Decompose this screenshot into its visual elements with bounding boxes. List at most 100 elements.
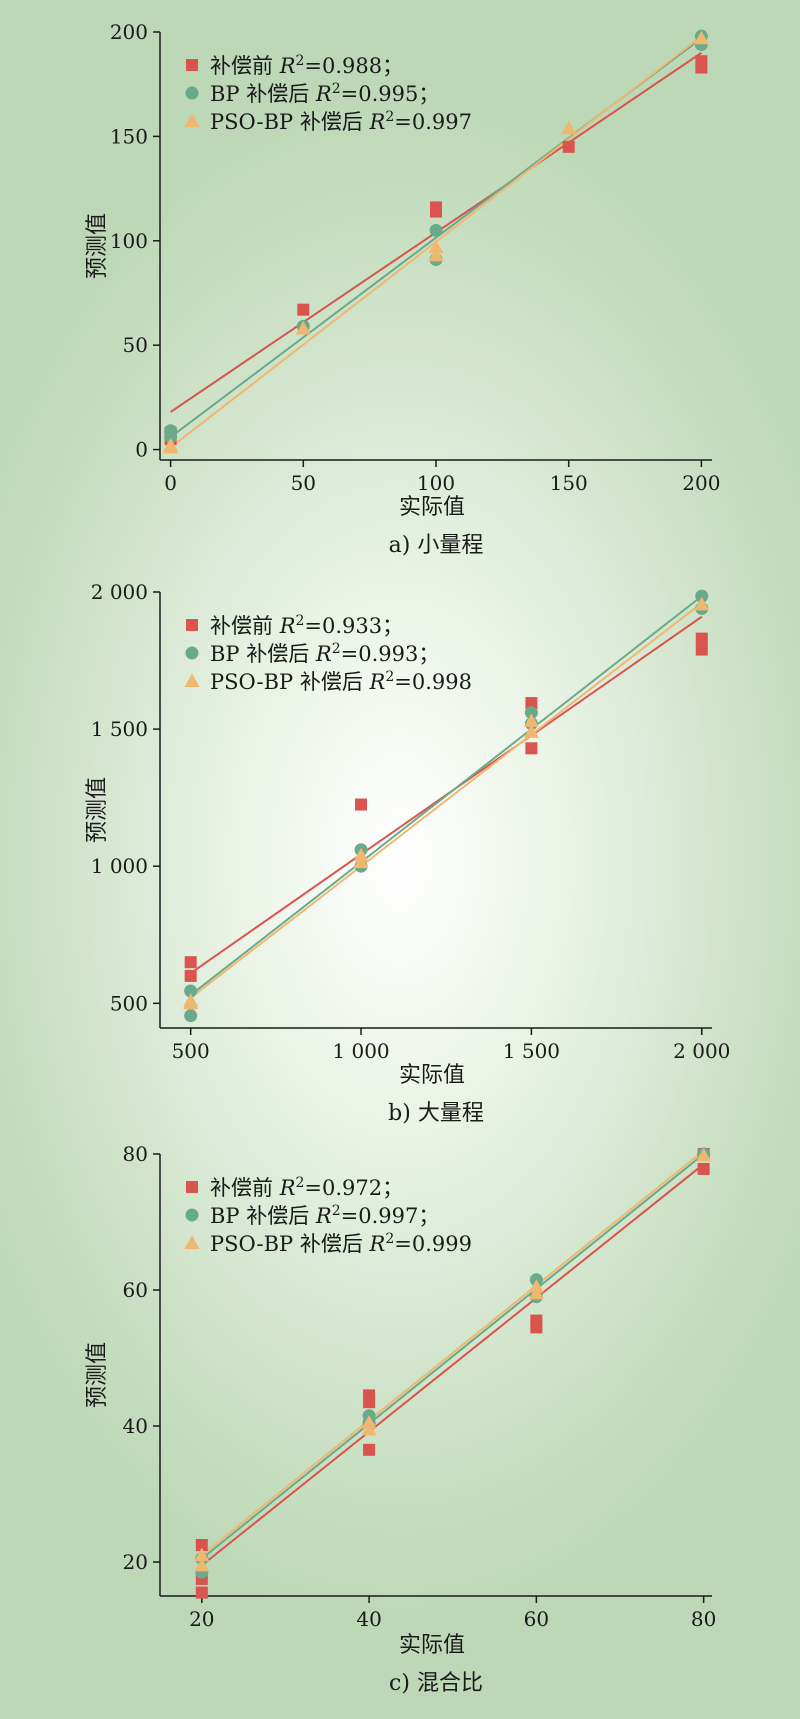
- data-point-pso: [694, 596, 710, 611]
- y-tick-label: 2 000: [91, 580, 148, 604]
- legend-marker-before: [186, 619, 198, 631]
- y-axis-label: 预测值: [85, 1342, 110, 1408]
- y-tick-label: 150: [110, 124, 148, 148]
- chart-panel-3: 20 40 60 80 20 40 60 80 实际值 预测值 c) 混合比 补偿前 R2=0.972…: [85, 1142, 716, 1696]
- y-tick-label: 1 000: [91, 854, 148, 878]
- data-point-before: [363, 1396, 376, 1409]
- x-tick-label: 500: [172, 1039, 210, 1063]
- y-tick-label: 60: [123, 1278, 148, 1302]
- fit-line-before: [201, 1163, 705, 1567]
- x-tick-label: 80: [691, 1607, 716, 1631]
- x-tick-label: 2 000: [673, 1039, 730, 1063]
- data-point-bp: [429, 223, 443, 237]
- y-tick-label: 1 500: [91, 717, 148, 741]
- data-point-pso: [353, 847, 369, 862]
- data-point-pso: [194, 1557, 210, 1572]
- legend-label-pso: PSO-BP 补偿后 R2=0.998: [210, 669, 472, 694]
- fit-line-bp: [201, 1153, 705, 1560]
- data-point-bp: [524, 706, 538, 720]
- data-point-pso: [428, 247, 444, 262]
- data-point-before: [525, 742, 538, 755]
- legend-label-bp: BP 补偿后 R2=0.995；: [210, 81, 439, 106]
- y-tick-label: 20: [123, 1550, 148, 1574]
- fit-line-bp: [190, 595, 703, 996]
- legend-label-bp: BP 补偿后 R2=0.993；: [210, 641, 439, 666]
- legend-marker-before: [186, 1181, 198, 1193]
- y-tick-label: 200: [110, 20, 148, 44]
- data-point-pso: [523, 713, 539, 727]
- data-point-pso: [428, 239, 444, 254]
- y-tick-label: 100: [110, 229, 148, 253]
- data-point-before: [184, 969, 197, 982]
- data-point-before: [697, 1162, 710, 1175]
- chart-caption: c) 混合比: [389, 1671, 483, 1696]
- x-tick-label: 150: [550, 471, 588, 495]
- legend-marker-bp: [185, 646, 199, 660]
- data-point-pso: [528, 1285, 544, 1300]
- legend-label-bp: BP 补偿后 R2=0.997；: [210, 1203, 439, 1228]
- x-tick-label: 60: [524, 1607, 549, 1631]
- x-axis-label: 实际值: [399, 1063, 465, 1088]
- chart-caption: b) 大量程: [388, 1101, 484, 1126]
- data-point-before: [355, 798, 368, 811]
- legend-marker-bp: [185, 1208, 199, 1222]
- data-point-before: [562, 140, 575, 153]
- legend-label-pso: PSO-BP 补偿后 R2=0.997: [210, 109, 472, 134]
- legend: 补偿前 R2=0.933； BP 补偿后 R2=0.993； PSO-BP 补偿后 …: [184, 613, 472, 694]
- x-axis-label: 实际值: [399, 495, 465, 520]
- data-point-pso: [194, 1547, 210, 1562]
- data-point-pso: [693, 30, 709, 45]
- data-point-pso: [163, 439, 179, 454]
- y-tick-label: 40: [123, 1414, 148, 1438]
- legend-marker-pso: [184, 113, 200, 127]
- x-tick-label: 20: [189, 1607, 214, 1631]
- data-point-before: [695, 632, 708, 645]
- legend-marker-pso: [184, 1235, 200, 1249]
- data-point-pso: [696, 1147, 712, 1162]
- data-point-before: [195, 1539, 208, 1551]
- data-point-pso: [183, 995, 199, 1010]
- data-point-bp: [695, 589, 709, 603]
- x-tick-label: 100: [417, 471, 455, 495]
- chart-panel-1: 0 50 100 150 200 0 50 100 150 200 实际值 预测值 a) 小量程 补偿前 …: [85, 20, 720, 558]
- legend: 补偿前 R2=0.972； BP 补偿后 R2=0.997； PSO-BP 补偿后 …: [184, 1175, 472, 1256]
- data-point-pso: [523, 724, 539, 738]
- data-point-pso: [295, 320, 311, 335]
- legend-label-pso: PSO-BP 补偿后 R2=0.999: [210, 1231, 472, 1256]
- data-point-pso: [561, 120, 577, 135]
- fit-line-pso: [190, 602, 703, 999]
- data-point-before: [695, 55, 708, 68]
- data-point-before: [525, 697, 538, 710]
- x-tick-label: 0: [164, 471, 177, 495]
- x-tick-label: 40: [356, 1607, 381, 1631]
- x-tick-label: 1 500: [503, 1039, 560, 1063]
- data-point-before: [695, 643, 708, 656]
- data-point-pso: [361, 1421, 377, 1436]
- y-axis-label: 预测值: [85, 777, 110, 843]
- x-tick-label: 200: [682, 471, 720, 495]
- fit-line-pso: [201, 1149, 705, 1556]
- legend-marker-before: [186, 59, 198, 71]
- y-axis-label: 预测值: [85, 213, 110, 279]
- y-tick-label: 80: [123, 1142, 148, 1166]
- data-point-pso: [353, 854, 369, 869]
- x-axis-label: 实际值: [399, 1633, 465, 1658]
- legend-marker-pso: [184, 673, 200, 687]
- data-point-bp: [164, 430, 178, 444]
- data-point-before: [530, 1321, 543, 1334]
- chart-panel-2: 500 1 000 1 500 2 000 500 1 000 1 500 2 000 实际值 预…: [85, 580, 730, 1126]
- data-point-before: [695, 61, 708, 74]
- legend: 补偿前 R2=0.988； BP 补偿后 R2=0.995； PSO-BP 补偿后 …: [184, 53, 472, 134]
- y-tick-label: 0: [135, 438, 148, 462]
- data-point-bp: [184, 1009, 198, 1023]
- x-tick-label: 50: [291, 471, 316, 495]
- data-point-before: [430, 205, 442, 218]
- data-point-before: [195, 1586, 208, 1599]
- legend-label-before: 补偿前 R2=0.988；: [210, 53, 403, 78]
- legend-marker-bp: [185, 86, 199, 100]
- chart-caption: a) 小量程: [389, 533, 484, 558]
- legend-label-before: 补偿前 R2=0.933；: [210, 613, 403, 638]
- x-tick-label: 1 000: [332, 1039, 389, 1063]
- data-point-pso: [528, 1279, 544, 1293]
